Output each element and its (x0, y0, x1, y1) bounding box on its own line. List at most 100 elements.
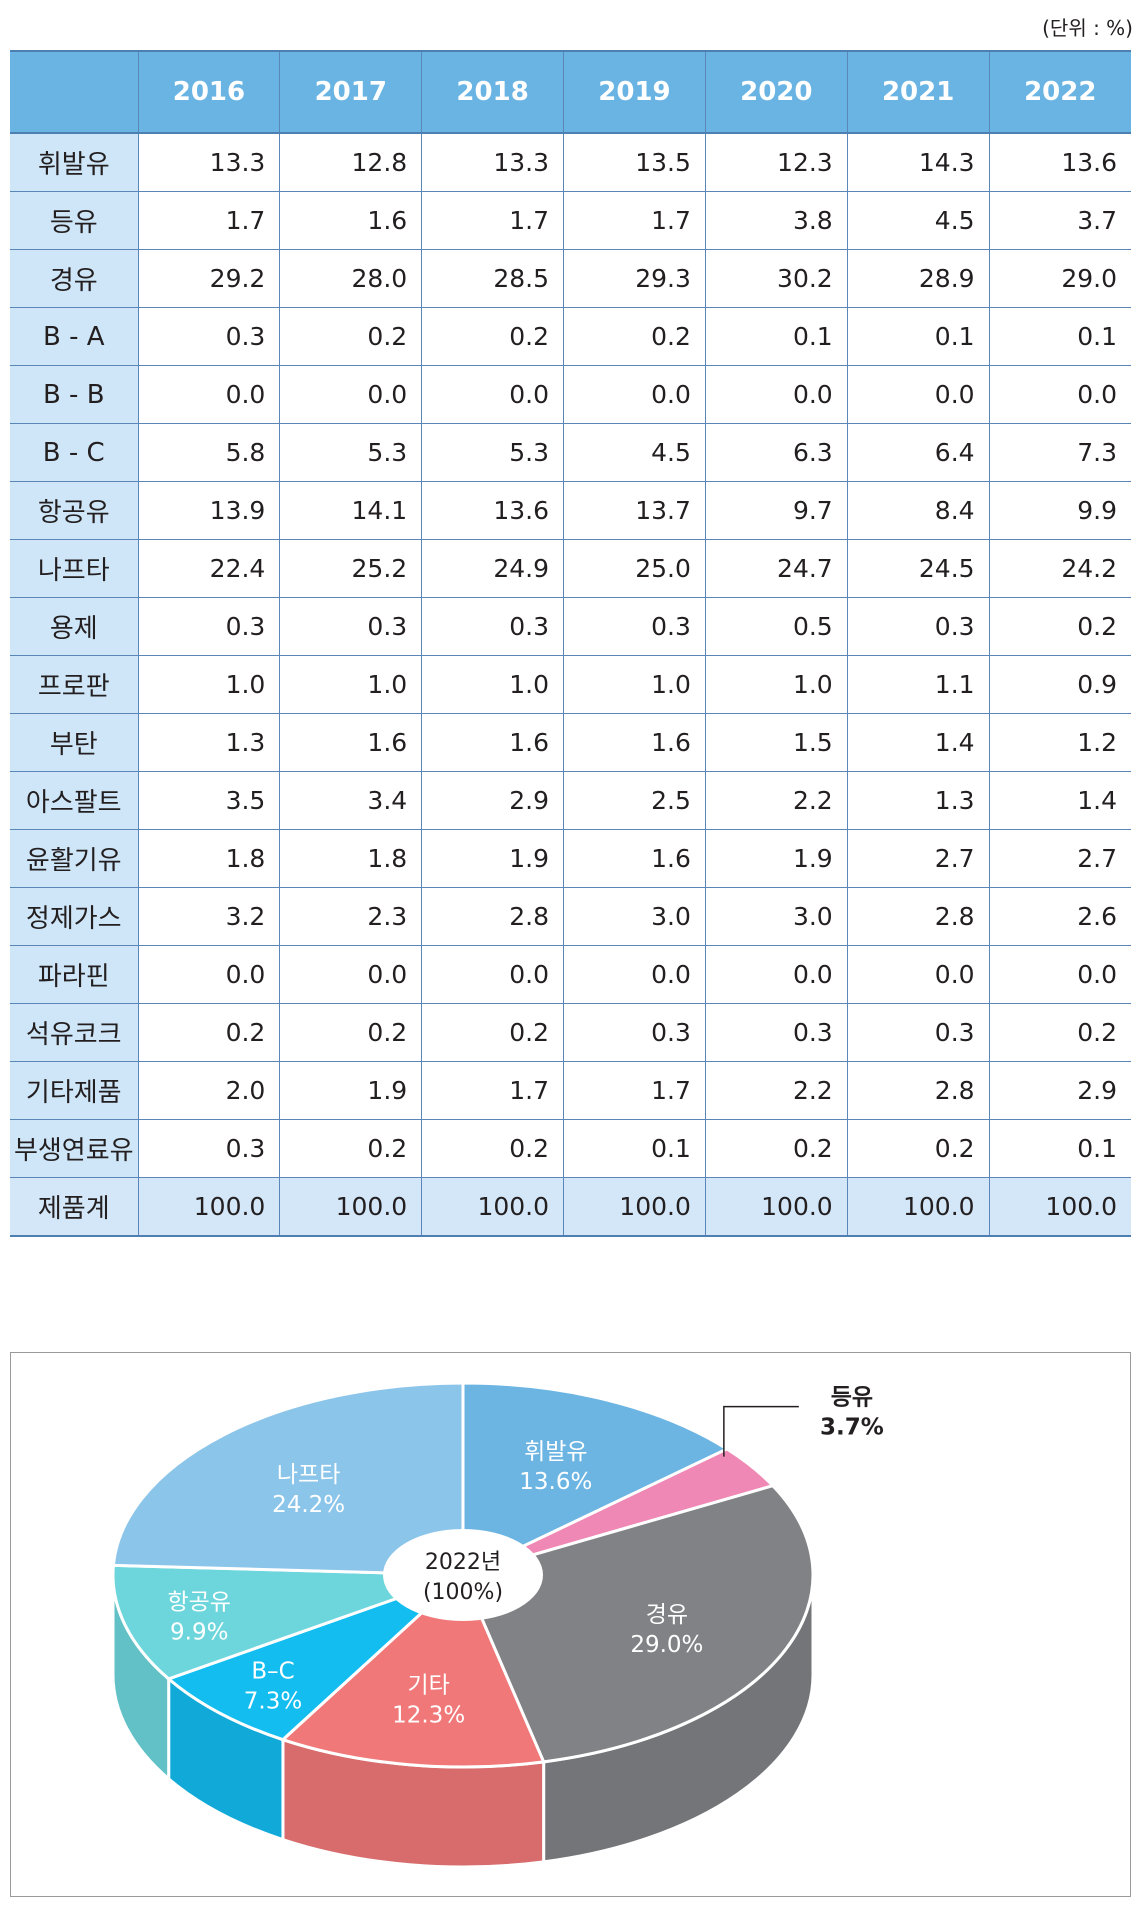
value-cell: 0.0 (988, 365, 1131, 424)
value-cell: 2.5 (563, 771, 706, 830)
pie-slice-휘발유 (461, 1381, 731, 1578)
value-cell: 28.0 (279, 249, 423, 308)
value-cell: 1.8 (137, 829, 281, 888)
value-cell: 8.4 (846, 481, 990, 540)
table-row: 윤활기유 1.8 1.8 1.9 1.6 1.9 2.7 2.7 (10, 829, 1131, 888)
value-cell: 0.3 (563, 1003, 706, 1062)
value-cell: 0.2 (279, 1119, 423, 1178)
pie-label-name: B–C (251, 1659, 294, 1685)
row-label: 용제 (10, 597, 139, 656)
value-cell: 0.0 (563, 945, 706, 1004)
value-cell: 3.0 (563, 887, 706, 946)
value-cell: 24.9 (421, 539, 565, 598)
row-label: 프로판 (10, 655, 139, 714)
row-label: B - A (10, 307, 139, 366)
row-label: 휘발유 (10, 132, 139, 192)
row-label: 제품계 (10, 1177, 139, 1237)
value-cell: 0.5 (704, 597, 848, 656)
value-cell: 0.2 (137, 1003, 281, 1062)
value-cell: 0.1 (704, 307, 848, 366)
value-cell: 1.4 (988, 771, 1131, 830)
value-cell: 13.3 (137, 132, 281, 192)
value-cell: 1.1 (846, 655, 990, 714)
value-cell: 1.9 (704, 829, 848, 888)
value-cell: 0.3 (137, 597, 281, 656)
table-row: 파라핀 0.0 0.0 0.0 0.0 0.0 0.0 0.0 (10, 945, 1131, 1004)
value-cell: 25.2 (279, 539, 423, 598)
value-cell: 0.2 (988, 1003, 1131, 1062)
value-cell: 0.2 (421, 1119, 565, 1178)
value-cell: 6.4 (846, 423, 990, 482)
value-cell: 9.9 (988, 481, 1131, 540)
value-cell: 6.3 (704, 423, 848, 482)
value-cell: 1.7 (421, 1061, 565, 1120)
value-cell: 0.2 (421, 307, 565, 366)
value-cell: 1.6 (279, 713, 423, 772)
value-cell: 13.9 (137, 481, 281, 540)
value-cell: 13.7 (563, 481, 706, 540)
year-header: 2019 (563, 50, 706, 134)
value-cell: 1.5 (704, 713, 848, 772)
value-cell: 4.5 (846, 191, 990, 250)
total-row: 제품계 100.0 100.0 100.0 100.0 100.0 100.0 100.0 (10, 1177, 1131, 1237)
value-cell: 13.3 (421, 132, 565, 192)
value-cell: 1.4 (846, 713, 990, 772)
value-cell: 0.3 (137, 1119, 281, 1178)
pie-chart-panel: 2022년 (100%) 휘발유 13.6% 등유 3.7% 경유 29.0% 기타 12.3% B… (10, 1352, 1131, 1897)
value-cell: 29.3 (563, 249, 706, 308)
value-cell: 1.0 (421, 655, 565, 714)
value-cell: 100.0 (137, 1177, 281, 1237)
year-header: 2017 (279, 50, 423, 134)
row-label: 정제가스 (10, 887, 139, 946)
value-cell: 2.2 (704, 1061, 848, 1120)
year-header: 2020 (704, 50, 848, 134)
table-row: 석유코크 0.2 0.2 0.2 0.3 0.3 0.3 0.2 (10, 1003, 1131, 1062)
value-cell: 0.2 (279, 307, 423, 366)
value-cell: 1.9 (421, 829, 565, 888)
value-cell: 5.3 (279, 423, 423, 482)
value-cell: 0.0 (988, 945, 1131, 1004)
value-cell: 2.8 (846, 887, 990, 946)
value-cell: 0.2 (563, 307, 706, 366)
pie-label-value: 7.3% (244, 1689, 302, 1715)
value-cell: 24.5 (846, 539, 990, 598)
row-label: 기타제품 (10, 1061, 139, 1120)
value-cell: 0.3 (846, 597, 990, 656)
value-cell: 1.7 (563, 1061, 706, 1120)
value-cell: 0.0 (137, 945, 281, 1004)
value-cell: 9.7 (704, 481, 848, 540)
row-label: 아스팔트 (10, 771, 139, 830)
value-cell: 1.6 (563, 829, 706, 888)
table-row: 부탄 1.3 1.6 1.6 1.6 1.5 1.4 1.2 (10, 713, 1131, 772)
value-cell: 1.7 (421, 191, 565, 250)
value-cell: 12.3 (704, 132, 848, 192)
year-header: 2016 (137, 50, 281, 134)
pie-label-value: 12.3% (392, 1702, 465, 1728)
value-cell: 29.0 (988, 249, 1131, 308)
value-cell: 0.2 (279, 1003, 423, 1062)
pie-slice-항공유 (111, 1563, 464, 1681)
pie-chart: 2022년 (100%) 휘발유 13.6% 등유 3.7% 경유 29.0% 기타 12.3% B… (111, 1381, 884, 1869)
pie-label-name: 기타 (407, 1672, 449, 1698)
value-cell: 0.3 (563, 597, 706, 656)
value-cell: 0.3 (846, 1003, 990, 1062)
table-row: 부생연료유 0.3 0.2 0.2 0.1 0.2 0.2 0.1 (10, 1119, 1131, 1178)
value-cell: 1.6 (563, 713, 706, 772)
table-row: 프로판 1.0 1.0 1.0 1.0 1.0 1.1 0.9 (10, 655, 1131, 714)
value-cell: 0.0 (421, 945, 565, 1004)
pie-center-label-year: 2022년 (425, 1550, 501, 1575)
value-cell: 0.0 (279, 945, 423, 1004)
pie-label-value: 29.0% (630, 1632, 703, 1658)
value-cell: 3.2 (137, 887, 281, 946)
table-row: 나프타 22.4 25.2 24.9 25.0 24.7 24.5 24.2 (10, 539, 1131, 598)
pie-center-label-total: (100%) (423, 1580, 503, 1605)
value-cell: 13.5 (563, 132, 706, 192)
value-cell: 0.0 (137, 365, 281, 424)
row-label: 등유 (10, 191, 139, 250)
value-cell: 3.5 (137, 771, 281, 830)
value-cell: 3.7 (988, 191, 1131, 250)
value-cell: 1.9 (279, 1061, 423, 1120)
value-cell: 12.8 (279, 132, 423, 192)
row-label: 윤활기유 (10, 829, 139, 888)
value-cell: 0.1 (988, 1119, 1131, 1178)
